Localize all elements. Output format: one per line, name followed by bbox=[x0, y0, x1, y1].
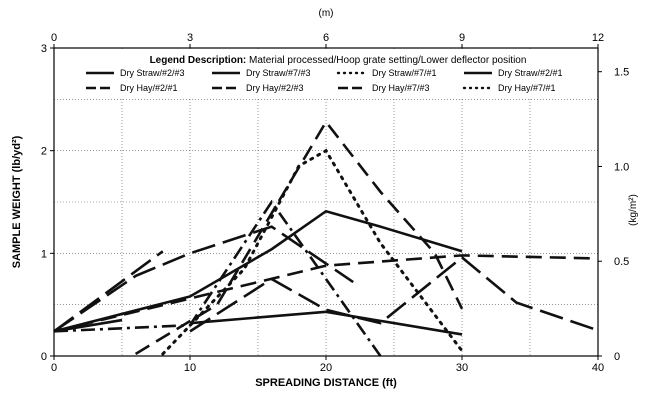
x-tick-label: 20 bbox=[320, 362, 332, 374]
legend-title-rest: Material processed/Hoop grate setting/Lo… bbox=[246, 55, 526, 66]
legend-entry-label: Dry Straw/#7/#1 bbox=[372, 68, 437, 78]
legend-entry-label: Dry Straw/#2/#1 bbox=[498, 68, 563, 78]
y2-axis-title: (kg/m²) bbox=[628, 194, 639, 226]
x-tick-label: 10 bbox=[184, 362, 196, 374]
y2-tick-label: 0.5 bbox=[614, 256, 629, 268]
x-tick-label: 0 bbox=[51, 362, 57, 374]
series-line bbox=[53, 250, 164, 333]
series-line bbox=[53, 209, 463, 333]
y2-tick-label: 1.0 bbox=[614, 161, 629, 173]
series-line bbox=[161, 148, 464, 356]
legend-entry-label: Dry Straw/#7/#3 bbox=[246, 68, 311, 78]
y-tick-label: 2 bbox=[41, 146, 47, 158]
x-tick-label: 30 bbox=[456, 362, 468, 374]
series-lines bbox=[53, 119, 599, 357]
legend: Dry Straw/#2/#3 Dry Straw/#7/#3 Dry Straw/… bbox=[86, 68, 563, 93]
legend-entry-label: Dry Hay/#2/#3 bbox=[246, 83, 304, 93]
legend-entry-label: Dry Hay/#7/#1 bbox=[498, 83, 556, 93]
y-axis-title: SAMPLE WEIGHT (lb/yd²) bbox=[11, 135, 23, 268]
legend-title: Legend Description: Material processed/H… bbox=[150, 55, 527, 66]
series-line bbox=[134, 119, 464, 356]
x-tick-label: 40 bbox=[592, 362, 604, 374]
legend-title-bold: Legend Description: bbox=[150, 55, 247, 66]
y-tick-label: 3 bbox=[41, 43, 47, 55]
y-tick-label: 0 bbox=[41, 351, 47, 363]
legend-entry-label: Dry Straw/#2/#3 bbox=[120, 68, 185, 78]
x2-tick-label: 12 bbox=[592, 32, 604, 44]
grid bbox=[54, 48, 598, 356]
x2-tick-label: 9 bbox=[459, 32, 465, 44]
x2-axis-title: (m) bbox=[319, 8, 334, 19]
x-axis-title: SPREADING DISTANCE (ft) bbox=[255, 377, 397, 389]
x2-tick-label: 0 bbox=[51, 32, 57, 44]
legend-entry-label: Dry Hay/#2/#1 bbox=[120, 83, 178, 93]
legend-entry-label: Dry Hay/#7/#3 bbox=[372, 83, 430, 93]
series-line bbox=[189, 255, 599, 333]
y2-tick-label: 1.5 bbox=[614, 67, 629, 79]
y2-tick-label: 0 bbox=[614, 351, 620, 363]
series-line bbox=[189, 310, 463, 336]
y-tick-label: 1 bbox=[41, 248, 47, 260]
series-line bbox=[53, 225, 354, 333]
x2-tick-label: 3 bbox=[187, 32, 193, 44]
x2-tick-label: 6 bbox=[323, 32, 329, 44]
series-line bbox=[53, 199, 382, 357]
legend-box bbox=[82, 51, 592, 97]
series-line bbox=[53, 254, 599, 333]
